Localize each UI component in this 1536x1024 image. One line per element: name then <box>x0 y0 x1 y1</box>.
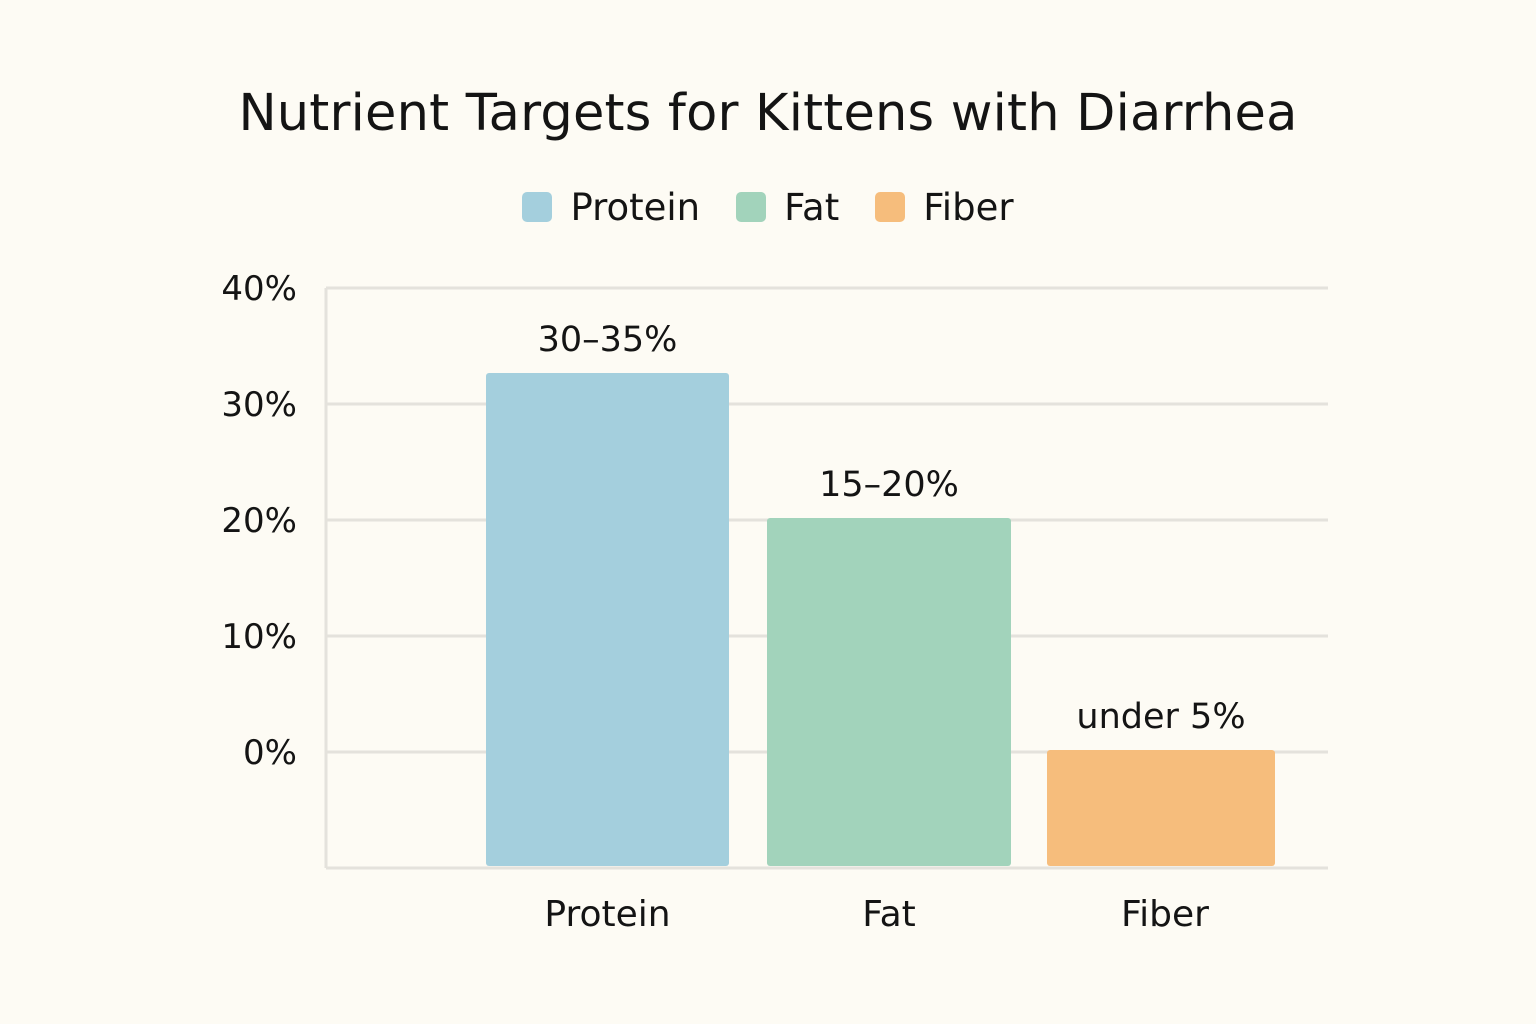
y-tick-label: 40% <box>221 269 297 309</box>
bar-fiber <box>1047 750 1275 866</box>
y-tick-label: 10% <box>221 617 297 657</box>
legend-label-fat: Fat <box>784 185 840 229</box>
bars <box>486 373 1275 866</box>
chart-title: Nutrient Targets for Kittens with Diarrh… <box>238 84 1298 143</box>
legend-item-fiber: Fiber <box>875 182 1014 232</box>
axes: 0% 10% 20% 30% 40% <box>221 269 1328 870</box>
legend-swatch-protein <box>522 192 553 222</box>
data-label-fat: 15–20% <box>819 465 959 505</box>
data-labels: 30–35% Protein 15–20% Fat under 5% Fiber <box>538 320 1246 935</box>
x-tick-label-protein: Protein <box>544 894 670 935</box>
legend-item-fat: Fat <box>736 182 839 232</box>
bar-fat <box>767 518 1011 866</box>
bar-protein <box>486 373 729 866</box>
data-label-fiber: under 5% <box>1076 697 1245 737</box>
legend-swatch-fat <box>736 192 767 222</box>
legend-swatch-fiber <box>875 192 906 222</box>
data-label-protein: 30–35% <box>538 320 678 360</box>
y-tick-label: 20% <box>221 501 297 541</box>
legend-label-fiber: Fiber <box>923 185 1014 229</box>
legend-label-protein: Protein <box>570 185 701 229</box>
chart-legend: Protein Fat Fiber <box>0 182 1536 232</box>
x-tick-label-fiber: Fiber <box>1121 894 1209 935</box>
y-tick-label: 0% <box>243 733 297 773</box>
x-tick-label-fat: Fat <box>862 894 916 935</box>
legend-item-protein: Protein <box>522 182 700 232</box>
y-tick-label: 30% <box>221 385 297 425</box>
